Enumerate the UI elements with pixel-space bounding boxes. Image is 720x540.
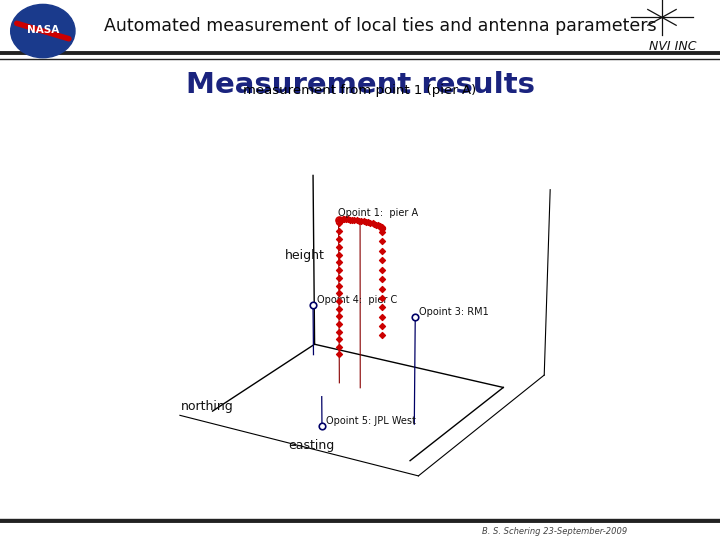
Text: B. S. Schering 23-September-2009: B. S. Schering 23-September-2009 — [482, 527, 627, 536]
Circle shape — [11, 4, 75, 58]
Text: Automated measurement of local ties and antenna parameters: Automated measurement of local ties and … — [104, 17, 657, 35]
Text: Measurement results: Measurement results — [186, 71, 534, 99]
Text: NASA: NASA — [27, 25, 59, 35]
Text: NVI INC: NVI INC — [649, 40, 697, 53]
Text: measurement from point 1 (pier A): measurement from point 1 (pier A) — [243, 84, 477, 97]
FancyArrowPatch shape — [17, 23, 69, 39]
